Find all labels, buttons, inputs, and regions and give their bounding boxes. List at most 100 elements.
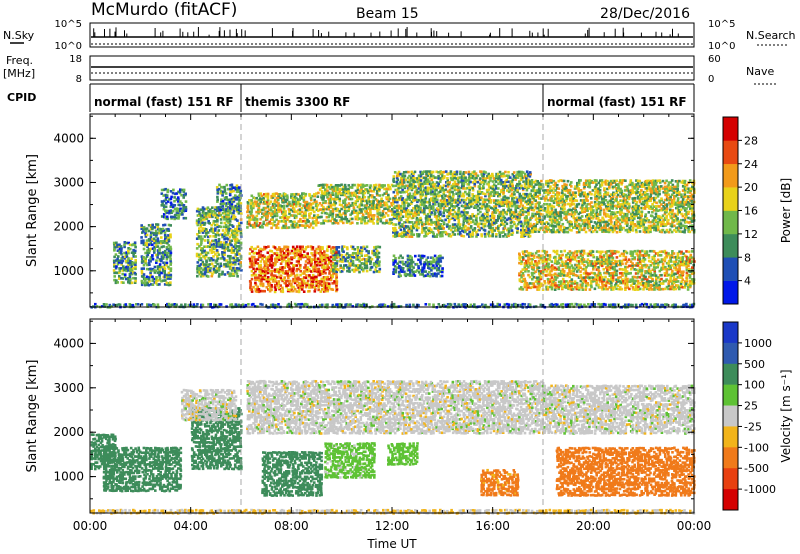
power-cell (166, 200, 170, 203)
power-cell (300, 220, 303, 223)
power-cell (246, 206, 249, 209)
power-cell (286, 204, 289, 208)
power-cell (487, 209, 490, 212)
power-cell (575, 199, 579, 202)
power-cell (288, 274, 292, 277)
power-cell (268, 255, 271, 259)
power-cell (171, 191, 175, 195)
power-cell (203, 223, 206, 226)
power-cell (227, 249, 230, 252)
power-cell (132, 255, 136, 258)
power-cell (211, 212, 214, 215)
power-cell (557, 230, 561, 234)
power-cell (568, 213, 571, 216)
power-cell (278, 254, 281, 257)
power-cell (149, 260, 152, 263)
power-cell (158, 283, 161, 286)
power-cell (134, 279, 137, 283)
power-cell (164, 209, 167, 212)
cpid-segment-label: normal (fast) 151 RF (94, 95, 234, 109)
power-cell (392, 223, 395, 226)
power-cell (306, 218, 309, 222)
power-cell (295, 214, 298, 218)
power-cell (234, 227, 237, 231)
power-cell (456, 179, 460, 182)
power-cell (144, 230, 148, 233)
power-cell (204, 214, 208, 217)
power-cell (144, 257, 147, 261)
power-cell (209, 208, 212, 211)
power-cell (528, 234, 532, 238)
power-cell (380, 197, 383, 201)
power-cell (220, 198, 223, 201)
power-cell (226, 261, 230, 264)
power-cell (279, 208, 282, 212)
nave-label: Nave (746, 65, 774, 78)
power-cell (157, 241, 160, 245)
power-cell (283, 245, 286, 249)
power-cell (250, 199, 253, 202)
power-cell (295, 222, 299, 225)
power-cell (214, 211, 217, 215)
power-cell (399, 217, 402, 220)
power-cell (281, 279, 284, 283)
power-cell (199, 275, 203, 278)
power-cell (173, 215, 176, 219)
power-cell (250, 265, 254, 269)
power-cell (250, 210, 253, 214)
power-cell (351, 217, 354, 221)
power-cell (195, 237, 199, 240)
power-cell (288, 257, 291, 261)
power-cell (232, 245, 236, 248)
power-cell (255, 214, 259, 218)
power-cell (221, 270, 224, 274)
power-cell (160, 228, 163, 231)
power-cell (283, 247, 286, 250)
power-cell (260, 194, 264, 198)
power-cell (407, 170, 410, 174)
power-cell (232, 266, 235, 270)
power-cell (264, 210, 267, 214)
power-cell (195, 254, 199, 258)
power-cell (246, 220, 250, 224)
power-cell (121, 272, 124, 276)
power-cell (293, 210, 296, 214)
power-cell (151, 279, 154, 283)
power-cell (574, 191, 577, 194)
power-cell (257, 255, 261, 259)
power-cell (266, 212, 269, 215)
power-cell (230, 256, 234, 260)
power-cell (125, 253, 128, 256)
power-cell (168, 198, 171, 201)
power-cell (410, 209, 414, 212)
power-cell (219, 208, 223, 212)
power-cell (304, 226, 307, 229)
power-cell (218, 187, 221, 191)
power-cell (254, 269, 257, 273)
power-cell (221, 243, 225, 247)
power-cell (256, 262, 259, 265)
power-cell (147, 283, 151, 287)
power-cell (219, 257, 222, 260)
power-cell (235, 237, 239, 241)
power-cell (264, 206, 268, 210)
power-cell (433, 211, 437, 214)
power-cell (254, 287, 257, 291)
power-cell (182, 216, 186, 220)
power-cell (321, 246, 324, 249)
nsearch-label: N.Search (746, 29, 796, 42)
power-cell (507, 227, 510, 230)
power-cell (144, 283, 147, 287)
power-cell (273, 212, 276, 216)
power-cell (306, 208, 309, 212)
power-cell (276, 275, 279, 279)
power-cell (116, 259, 119, 262)
power-cell (140, 279, 144, 283)
power-cell (151, 225, 154, 229)
power-cell (319, 290, 323, 293)
power-cell (230, 239, 234, 242)
power-cell (208, 222, 211, 225)
power-cell (503, 224, 507, 228)
power-cell (203, 245, 206, 248)
power-cell (209, 266, 212, 270)
